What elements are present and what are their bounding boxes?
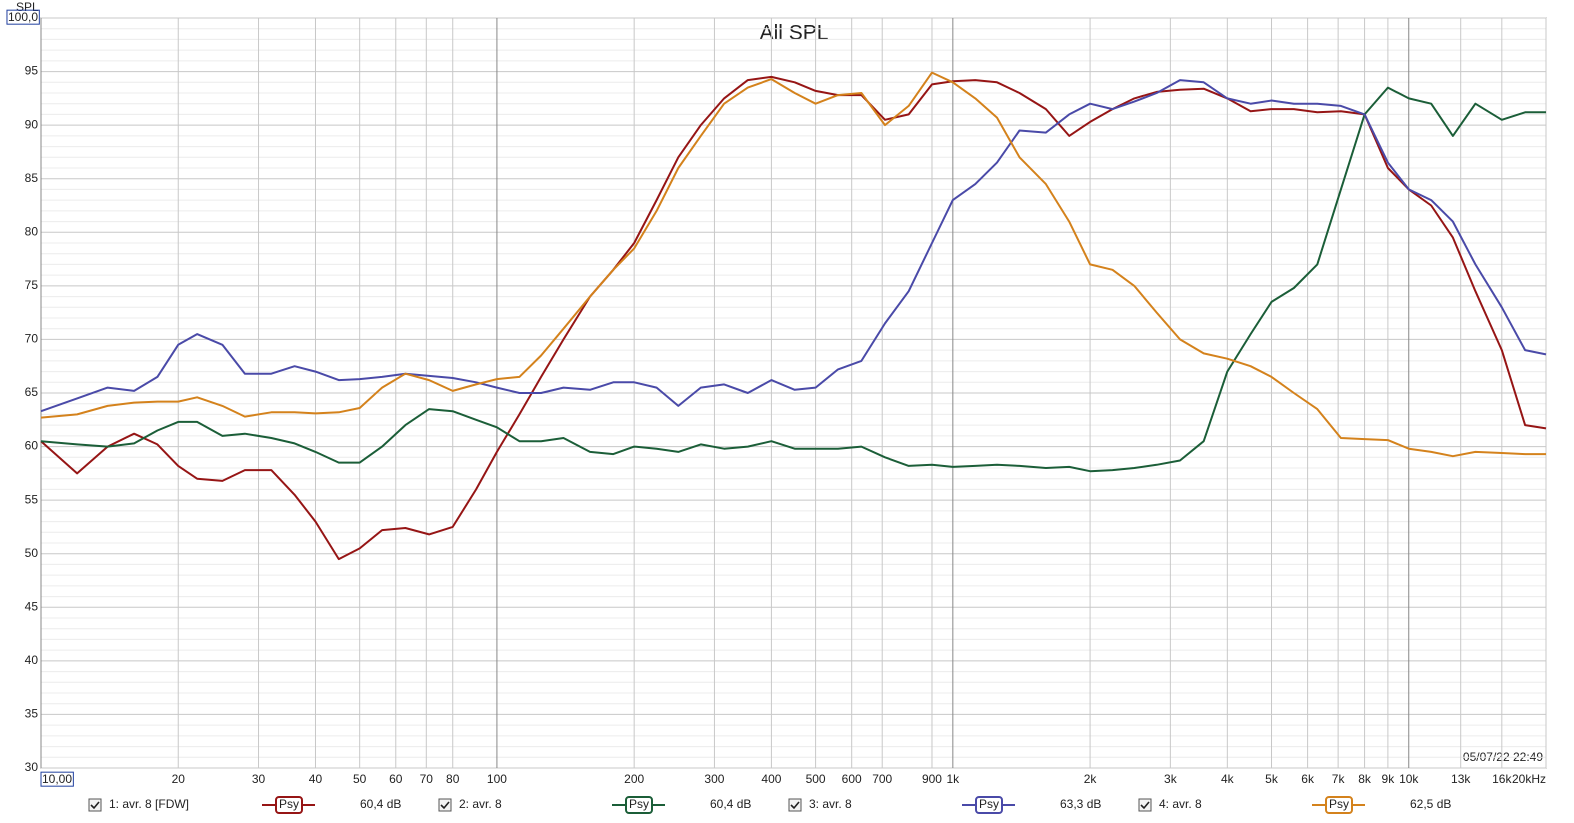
x-tick-label: 900 xyxy=(922,772,942,786)
x-tick-label: 10,00 xyxy=(42,772,72,786)
x-tick-label: 500 xyxy=(806,772,826,786)
legend-checkbox xyxy=(1138,798,1152,812)
legend-smoothing: Psy xyxy=(1329,797,1349,811)
y-tick-label: 40 xyxy=(25,653,39,667)
legend-checkbox xyxy=(788,798,802,812)
x-tick-label: 30 xyxy=(252,772,266,786)
x-tick-label: 100 xyxy=(487,772,507,786)
x-tick-label: 9k xyxy=(1382,772,1396,786)
x-tick-label: 4k xyxy=(1221,772,1235,786)
x-tick-box xyxy=(40,771,74,787)
legend-checkbox xyxy=(88,798,102,812)
chart-title: All SPL xyxy=(760,22,829,45)
legend-level: 60,4 dB xyxy=(360,797,401,811)
legend-smoothing-box xyxy=(975,796,1003,814)
x-tick-label: 200 xyxy=(624,772,644,786)
legend-entry: 4: avr. 8 Psy 62,5 dB xyxy=(1138,796,1451,814)
y-tick-label: 75 xyxy=(25,278,39,292)
y-tick-label: 65 xyxy=(25,385,39,399)
x-tick-label: 6k xyxy=(1301,772,1315,786)
series-line xyxy=(40,86,1546,473)
y-tick-box xyxy=(6,9,40,25)
x-tick-label: 1k xyxy=(946,772,960,786)
series-line xyxy=(40,75,1547,561)
x-tick-label: 20kHz xyxy=(1512,772,1546,786)
x-tick-label: 7k xyxy=(1332,772,1346,786)
y-tick-label: 100,0 xyxy=(8,10,38,24)
legend-label: 3: avr. 8 xyxy=(809,797,852,811)
y-tick-label: 35 xyxy=(25,707,39,721)
y-tick-label: 80 xyxy=(25,224,39,238)
y-tick-label: 45 xyxy=(25,599,39,613)
legend-smoothing: Psy xyxy=(979,797,999,811)
x-tick-label: 40 xyxy=(309,772,323,786)
x-tick-label: 13k xyxy=(1451,772,1471,786)
legend-smoothing: Psy xyxy=(629,797,649,811)
legend-smoothing-box xyxy=(1325,796,1353,814)
y-tick-label: 85 xyxy=(25,171,39,185)
legend-checkmark xyxy=(1140,801,1150,810)
x-tick-label: 10k xyxy=(1399,772,1419,786)
x-tick-label: 20 xyxy=(172,772,186,786)
x-tick-label: 700 xyxy=(872,772,892,786)
series-line xyxy=(40,79,1547,413)
legend-smoothing: Psy xyxy=(279,797,299,811)
legend-label: 1: avr. 8 [FDW] xyxy=(109,797,189,811)
x-tick-label: 60 xyxy=(389,772,403,786)
x-tick-label: 16k xyxy=(1492,772,1512,786)
x-tick-label: 600 xyxy=(842,772,862,786)
x-tick-label: 300 xyxy=(704,772,724,786)
legend-level: 62,5 dB xyxy=(1410,797,1451,811)
x-tick-label: 5k xyxy=(1265,772,1279,786)
legend-label: 4: avr. 8 xyxy=(1159,797,1202,811)
legend-entry: 1: avr. 8 [FDW] Psy 60,4 dB xyxy=(88,796,401,814)
x-tick-label: 400 xyxy=(761,772,781,786)
x-tick-label: 2k xyxy=(1084,772,1098,786)
x-tick-label: 8k xyxy=(1358,772,1372,786)
legend-checkbox xyxy=(438,798,452,812)
legend-checkmark xyxy=(90,801,100,810)
y-tick-label: 90 xyxy=(25,117,39,131)
x-tick-label: 50 xyxy=(353,772,367,786)
x-tick-label: 70 xyxy=(420,772,434,786)
y-tick-label: 50 xyxy=(25,546,39,560)
legend-checkmark xyxy=(790,801,800,810)
x-tick-label: 80 xyxy=(446,772,460,786)
legend-label: 2: avr. 8 xyxy=(459,797,502,811)
series-line xyxy=(40,71,1546,458)
y-tick-label: 55 xyxy=(25,492,39,506)
legend-smoothing-box xyxy=(275,796,303,814)
x-tick-label: 3k xyxy=(1164,772,1178,786)
legend-smoothing-box xyxy=(625,796,653,814)
y-tick-label: 60 xyxy=(25,439,39,453)
legend-entry: 3: avr. 8 Psy 63,3 dB xyxy=(788,796,1101,814)
y-tick-label: 95 xyxy=(25,64,39,78)
y-tick-label: 30 xyxy=(25,760,39,774)
legend-level: 63,3 dB xyxy=(1060,797,1101,811)
legend-entry: 2: avr. 8 Psy 60,4 dB xyxy=(438,796,751,814)
legend-checkmark xyxy=(440,801,450,810)
y-tick-label: 70 xyxy=(25,332,39,346)
legend-level: 60,4 dB xyxy=(710,797,751,811)
